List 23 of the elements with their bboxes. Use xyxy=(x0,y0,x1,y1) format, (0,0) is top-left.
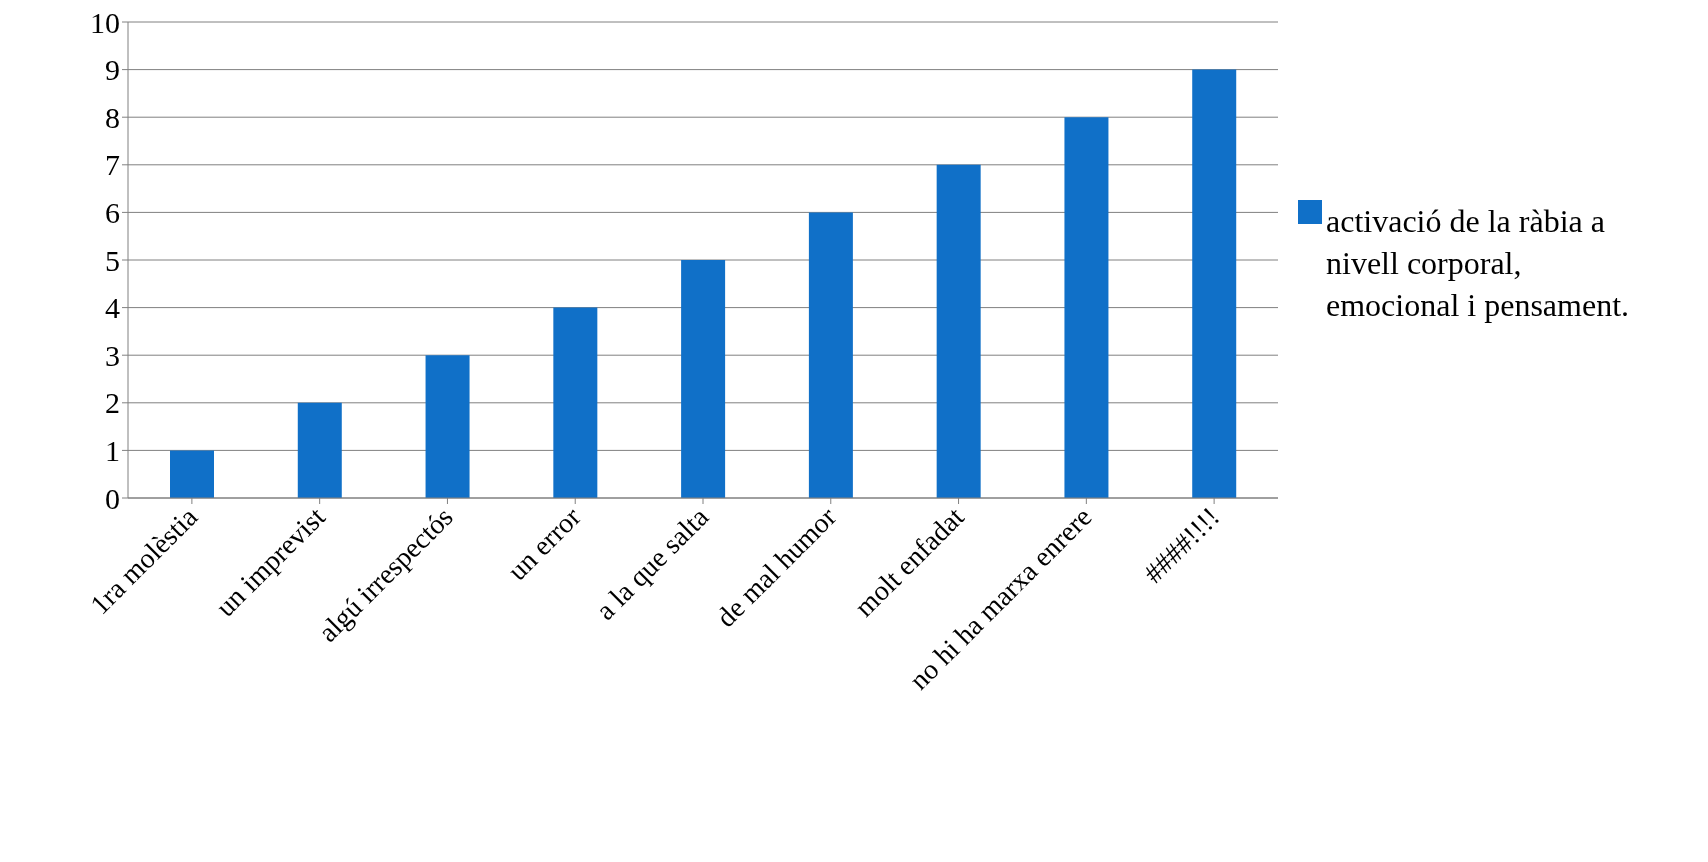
bar xyxy=(297,402,342,498)
y-tick-label: 10 xyxy=(90,5,120,39)
legend-label: activació de la ràbia a nivell corporal, emocional i pensament. xyxy=(1326,202,1630,325)
x-tick-label: un error xyxy=(501,500,588,587)
y-tick-label: 4 xyxy=(105,291,120,325)
bar xyxy=(1064,117,1109,498)
y-tick-label: 2 xyxy=(105,386,120,420)
y-tick-label: 8 xyxy=(105,100,120,134)
y-tick-label: 0 xyxy=(105,481,120,515)
bar xyxy=(808,212,853,498)
bar xyxy=(425,355,470,498)
bar xyxy=(1192,69,1237,498)
y-tick-label: 9 xyxy=(105,53,120,87)
y-tick-label: 5 xyxy=(105,243,120,277)
bar xyxy=(553,307,598,498)
y-tick-label: 6 xyxy=(105,196,120,230)
y-tick-label: 7 xyxy=(105,148,120,182)
bar xyxy=(170,450,214,498)
x-tick-label: a la que salta xyxy=(589,500,715,626)
y-tick-label: 1 xyxy=(105,434,120,468)
bar xyxy=(936,164,981,498)
bar xyxy=(681,260,726,498)
y-tick-label: 3 xyxy=(105,338,120,372)
